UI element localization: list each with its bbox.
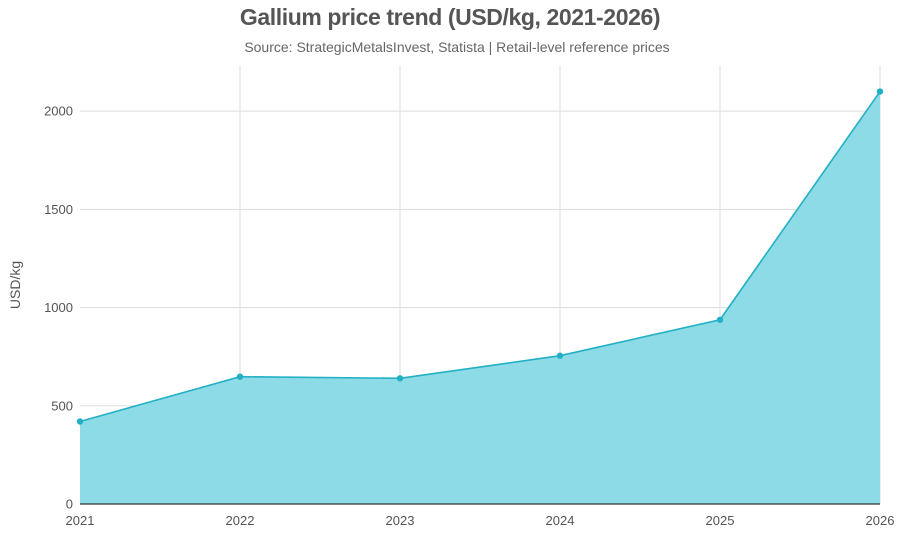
x-tick-label: 2023 <box>386 513 415 528</box>
x-tick-label: 2024 <box>546 513 575 528</box>
series-points <box>76 88 884 425</box>
data-point[interactable] <box>876 88 884 95</box>
data-point[interactable] <box>76 418 84 425</box>
y-tick-label: 0 <box>66 497 73 512</box>
y-tick-label: 500 <box>51 398 73 413</box>
y-axis-tick-labels: 0 500 1000 1500 2000 <box>44 104 73 512</box>
chart-title: Gallium price trend (USD/kg, 2021-2026) <box>239 4 661 30</box>
series-line <box>79 91 881 423</box>
data-point[interactable] <box>716 316 724 323</box>
x-tick-label: 2022 <box>226 513 255 528</box>
y-tick-label: 1000 <box>44 300 73 315</box>
x-tick-label: 2026 <box>866 513 895 528</box>
x-tick-label: 2021 <box>66 513 95 528</box>
x-tick-label: 2025 <box>706 513 735 528</box>
data-point[interactable] <box>236 373 244 380</box>
data-point[interactable] <box>556 352 564 359</box>
data-point[interactable] <box>396 375 404 382</box>
x-axis-tick-labels: 2021 2022 2023 2024 2025 2026 <box>66 513 895 528</box>
y-tick-label: 2000 <box>44 104 73 119</box>
y-tick-label: 1500 <box>44 202 73 217</box>
series-area-fill <box>80 91 880 504</box>
chart-subtitle: Source: StrategicMetalsInvest, Statista … <box>244 39 670 55</box>
series-area <box>79 91 881 504</box>
y-axis-title: USD/kg <box>7 261 23 309</box>
